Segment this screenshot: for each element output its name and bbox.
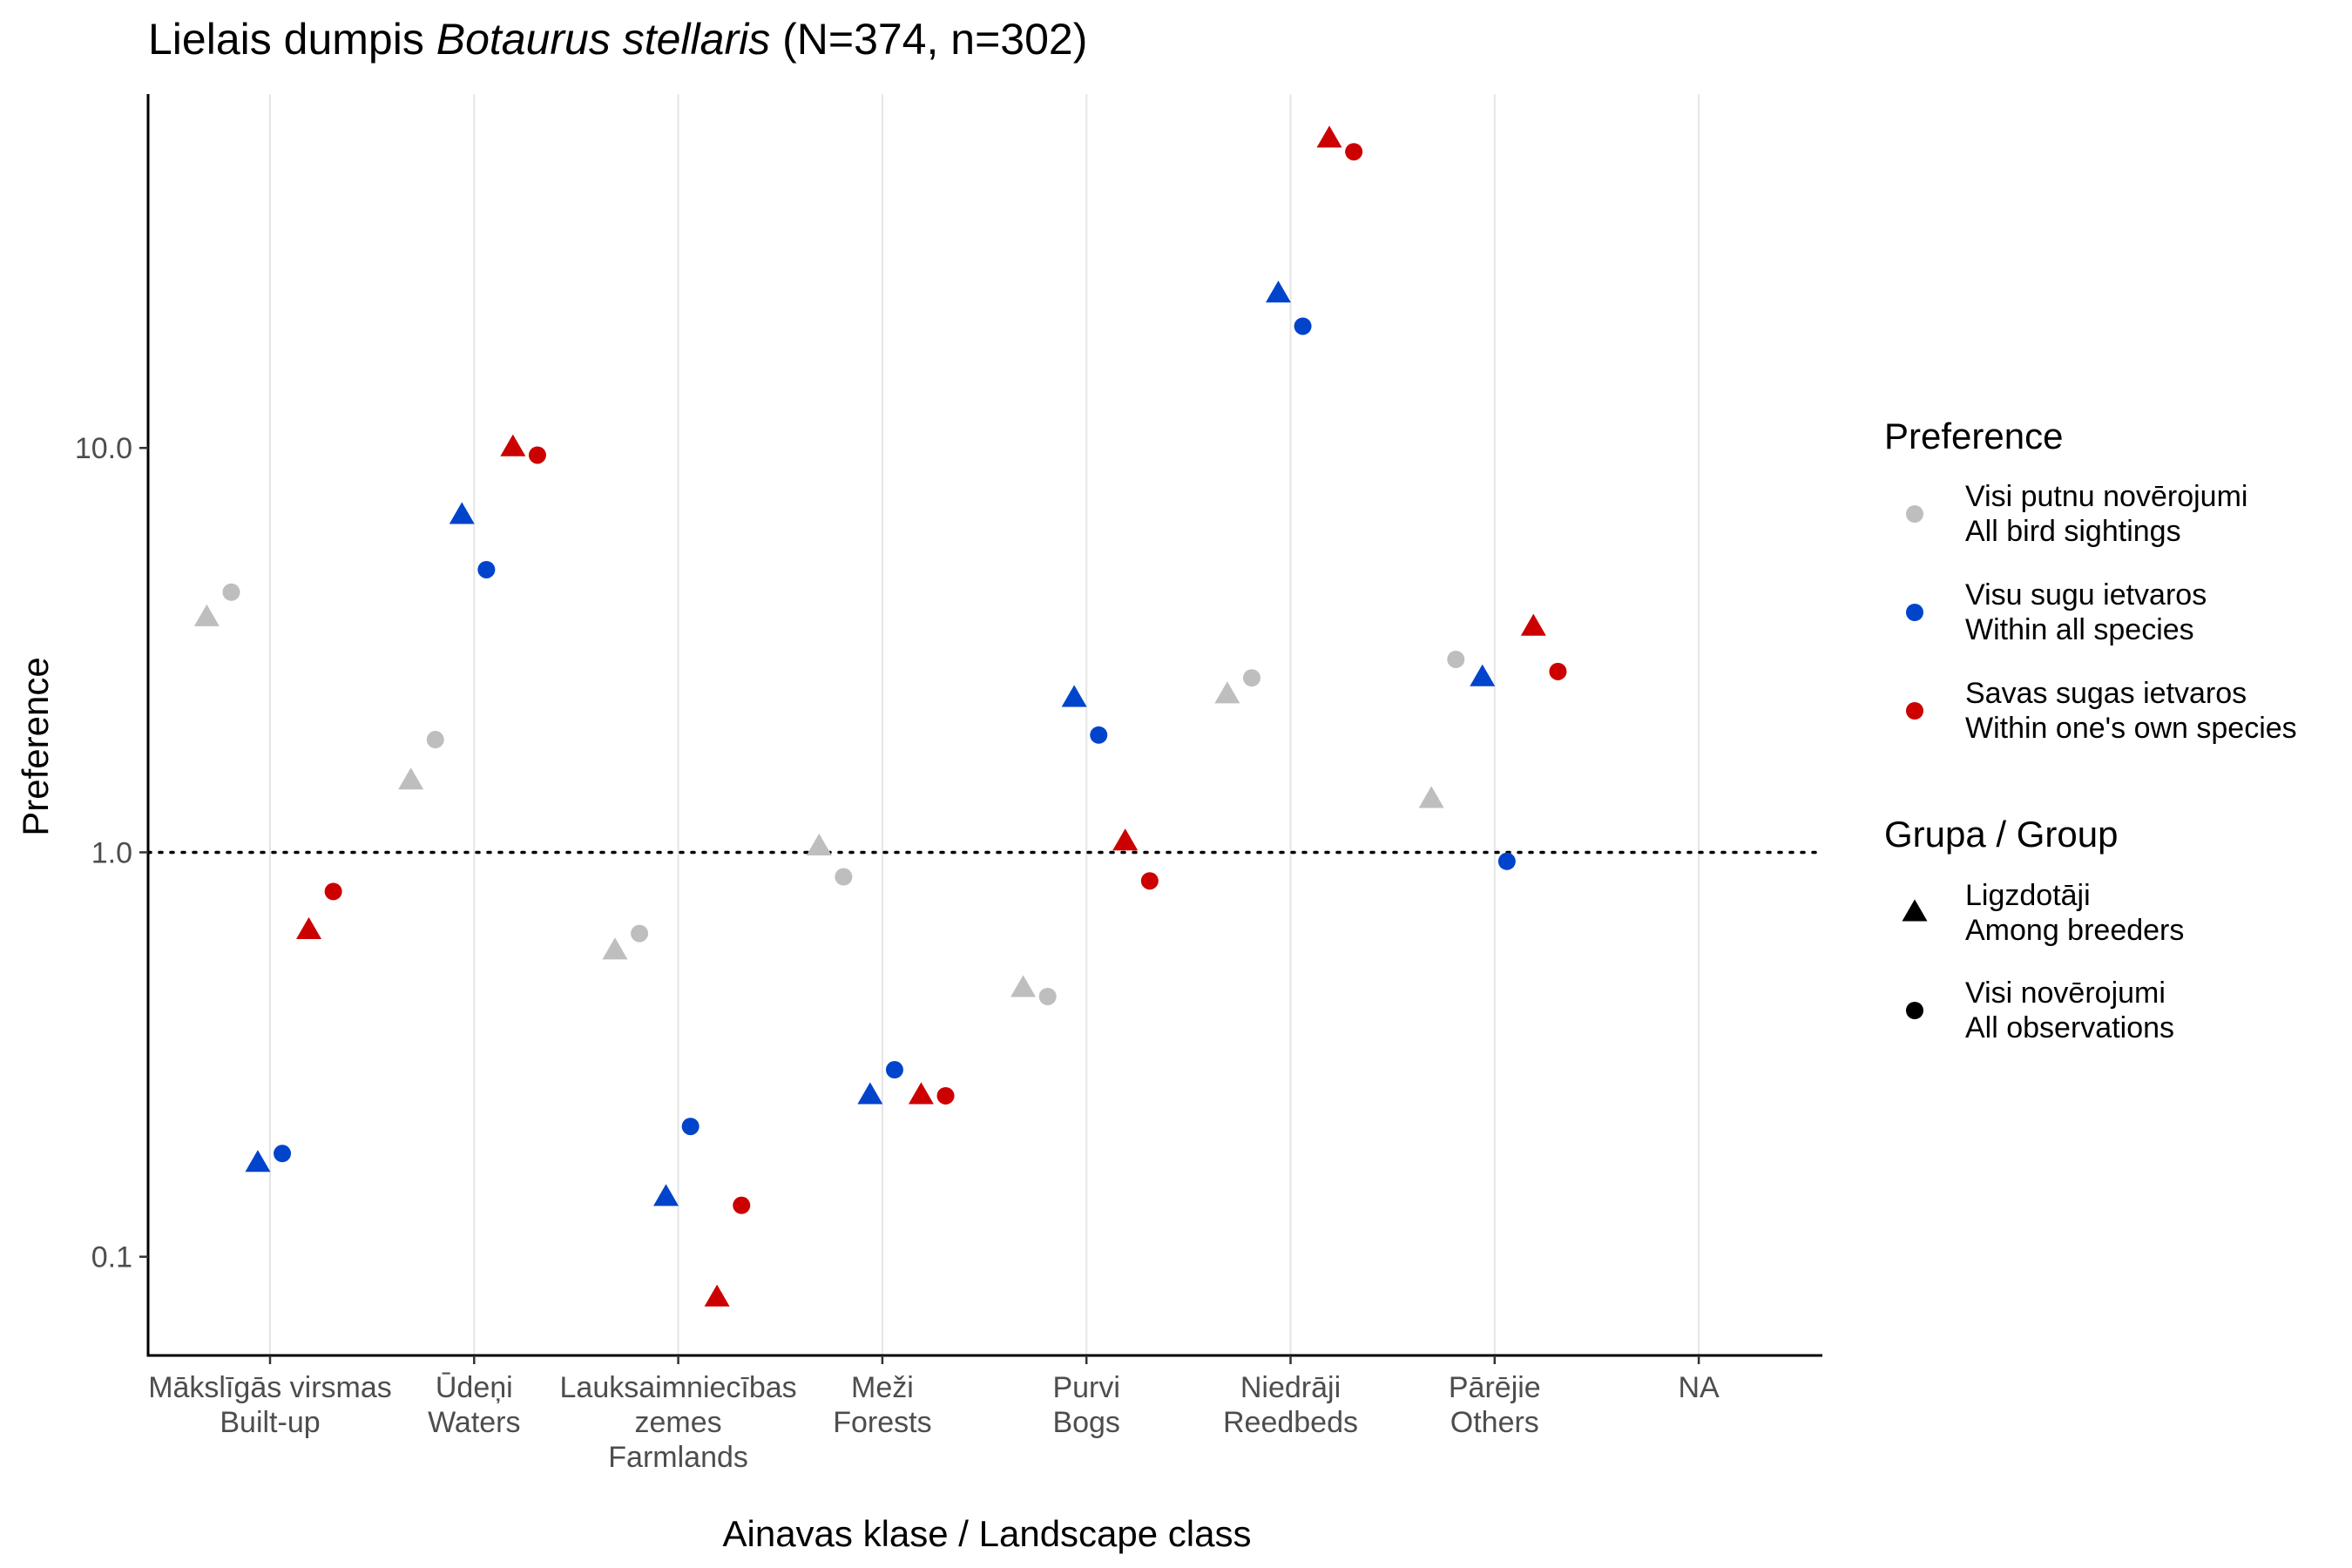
data-point-circle (681, 1118, 700, 1136)
data-point-triangle (1520, 613, 1546, 636)
data-point-circle (885, 1061, 903, 1079)
data-point-triangle (602, 937, 628, 960)
legend-label-secondary: All observations (1965, 1011, 2174, 1044)
legend-label-secondary: Within all species (1965, 613, 2194, 646)
data-point-circle (1497, 852, 1516, 870)
legend-label-secondary: Among breeders (1965, 914, 2184, 947)
data-point-circle (1038, 987, 1057, 1005)
chart-title-prefix: Lielais dumpis (148, 15, 436, 64)
legend-key-color (1906, 505, 1923, 523)
x-tick-label: Niedrāji Reedbeds (1223, 1371, 1358, 1439)
legend-label-secondary: Within one's own species (1965, 712, 2297, 745)
data-point-circle (733, 1196, 751, 1214)
x-tick-label: Purvi Bogs (1052, 1371, 1120, 1439)
x-tick-label: Lauksaimniecības zemes Farmlands (560, 1371, 797, 1474)
x-tick-label: Pārējie Others (1449, 1371, 1541, 1439)
vertical-gridlines (269, 94, 1700, 1355)
chart-title-suffix: (N=374, n=302) (770, 15, 1087, 64)
data-point-triangle (1418, 786, 1444, 808)
legend-label-secondary: All bird sightings (1965, 515, 2181, 548)
data-point-triangle (500, 434, 526, 456)
data-point-triangle (1214, 681, 1240, 704)
data-point-triangle (1316, 125, 1342, 148)
data-point-circle (1090, 726, 1108, 744)
data-point-circle (324, 882, 342, 901)
data-point-triangle (245, 1150, 271, 1173)
x-axis-title: Ainavas klase / Landscape class (722, 1513, 1251, 1554)
data-point-triangle (806, 833, 832, 856)
x-tick-label: Mākslīgās virsmas Built-up (148, 1371, 392, 1439)
data-point-triangle (193, 604, 220, 626)
data-point-triangle (908, 1082, 934, 1105)
data-point-circle (477, 560, 496, 578)
data-point-triangle (1112, 828, 1139, 851)
data-point-circle (835, 868, 853, 886)
data-point-triangle (296, 916, 322, 939)
data-point-circle (426, 731, 444, 749)
data-point-circle (1549, 662, 1567, 680)
data-point-circle (1294, 317, 1312, 335)
x-tick-label: Meži Forests (833, 1371, 931, 1439)
chart-title-species: Botaurus stellaris (436, 15, 771, 64)
legend-key-color (1906, 604, 1923, 621)
data-point-triangle (704, 1284, 730, 1307)
legend: Preference Grupa / Group Visi putnu novē… (1884, 416, 2297, 1044)
axes (146, 94, 1822, 1357)
data-point-triangle (1061, 685, 1087, 707)
y-axis-ticks: 0.1 1.0 10.0 (75, 432, 148, 1274)
data-point-triangle (1470, 664, 1496, 686)
data-point-circle (222, 583, 240, 601)
legend-title-group: Grupa / Group (1884, 814, 2118, 855)
data-point-circle (1345, 143, 1363, 161)
data-points (193, 125, 1567, 1307)
legend-key-shape-circle (1906, 1002, 1923, 1019)
data-point-circle (1447, 650, 1465, 668)
legend-label-primary: Visi putnu novērojumi (1965, 480, 2247, 513)
y-tick-label: 10.0 (75, 432, 132, 465)
legend-label-primary: Ligzdotāji (1965, 879, 2091, 912)
legend-label-primary: Visu sugu ietvaros (1965, 578, 2207, 612)
x-tick-label: Ūdeņi Waters (428, 1371, 520, 1439)
legend-title-preference: Preference (1884, 416, 2063, 456)
x-axis-ticks: Mākslīgās virsmas Built-up Ūdeņi Waters Lauk… (148, 1355, 1720, 1474)
data-point-triangle (857, 1082, 883, 1105)
data-point-triangle (1265, 280, 1291, 303)
chart-title: Lielais dumpis Botaurus stellaris (N=374… (148, 15, 1087, 64)
y-tick-label: 1.0 (91, 836, 132, 869)
y-tick-label: 0.1 (91, 1241, 132, 1274)
data-point-circle (274, 1145, 292, 1163)
y-axis-title: Preference (15, 657, 56, 835)
data-point-circle (1140, 872, 1159, 890)
data-point-circle (528, 446, 546, 464)
data-point-triangle (653, 1184, 679, 1206)
data-point-circle (936, 1086, 955, 1105)
data-point-triangle (398, 767, 424, 790)
x-tick-label: NA (1678, 1371, 1720, 1404)
data-point-triangle (449, 502, 475, 524)
data-point-circle (1242, 669, 1260, 687)
legend-label-primary: Visi novērojumi (1965, 977, 2166, 1010)
data-point-circle (631, 924, 649, 943)
legend-key-shape-triangle (1902, 899, 1928, 922)
legend-key-color (1906, 702, 1923, 720)
legend-label-primary: Savas sugas ietvaros (1965, 677, 2247, 710)
data-point-triangle (1010, 975, 1037, 997)
